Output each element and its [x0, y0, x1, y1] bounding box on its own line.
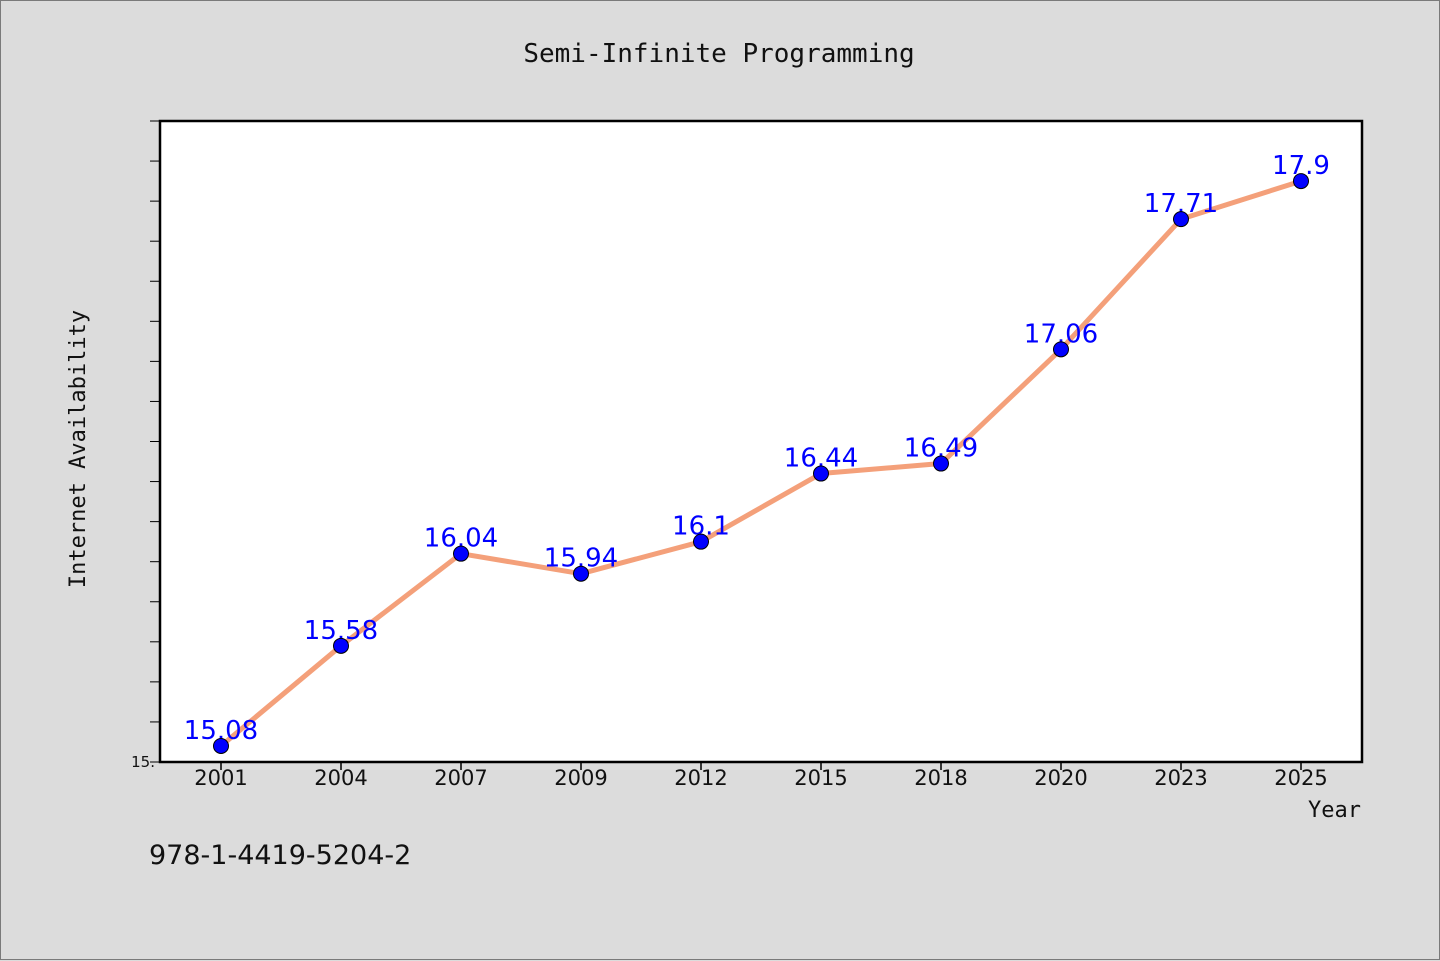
data-point-marker[interactable] [1173, 211, 1189, 228]
x-tick-label: 2023 [1154, 766, 1207, 790]
data-point-marker[interactable] [213, 737, 229, 754]
y-axis-ticks [150, 120, 160, 763]
data-point-marker[interactable] [1053, 341, 1069, 358]
x-axis-ticks [220, 762, 1302, 770]
x-tick-label: 2020 [1034, 766, 1087, 790]
chart-title: Semi-Infinite Programming [523, 39, 914, 69]
data-point-marker[interactable] [1293, 173, 1309, 190]
data-point-marker[interactable] [573, 565, 589, 582]
data-point-marker[interactable] [693, 533, 709, 550]
x-axis-label: Year [1308, 798, 1361, 823]
data-point-marker[interactable] [333, 637, 349, 654]
x-tick-label: 2018 [914, 766, 967, 790]
footnote-isbn: 978-1-4419-5204-2 [149, 840, 411, 871]
x-axis-tick-labels: 2001 2004 2007 2009 2012 2015 2018 2020 2023 2025 [194, 766, 1327, 790]
y-tick-label: 15. [131, 753, 155, 771]
data-point-marker[interactable] [813, 465, 829, 482]
markers-group [213, 173, 1309, 754]
series-line-group [218, 178, 1304, 749]
plot-area [158, 119, 1364, 764]
x-tick-label: 2007 [434, 766, 487, 790]
series-line [218, 178, 1304, 749]
x-tick-label: 2025 [1274, 766, 1327, 790]
x-tick-label: 2012 [674, 766, 727, 790]
data-point-marker[interactable] [933, 455, 949, 472]
data-point-marker[interactable] [453, 545, 469, 562]
x-tick-label: 2004 [314, 766, 367, 790]
x-tick-label: 2015 [794, 766, 847, 790]
x-tick-label: 2009 [554, 766, 607, 790]
y-axis-label: Internet Availability [66, 310, 91, 588]
x-tick-label: 2001 [194, 766, 247, 790]
